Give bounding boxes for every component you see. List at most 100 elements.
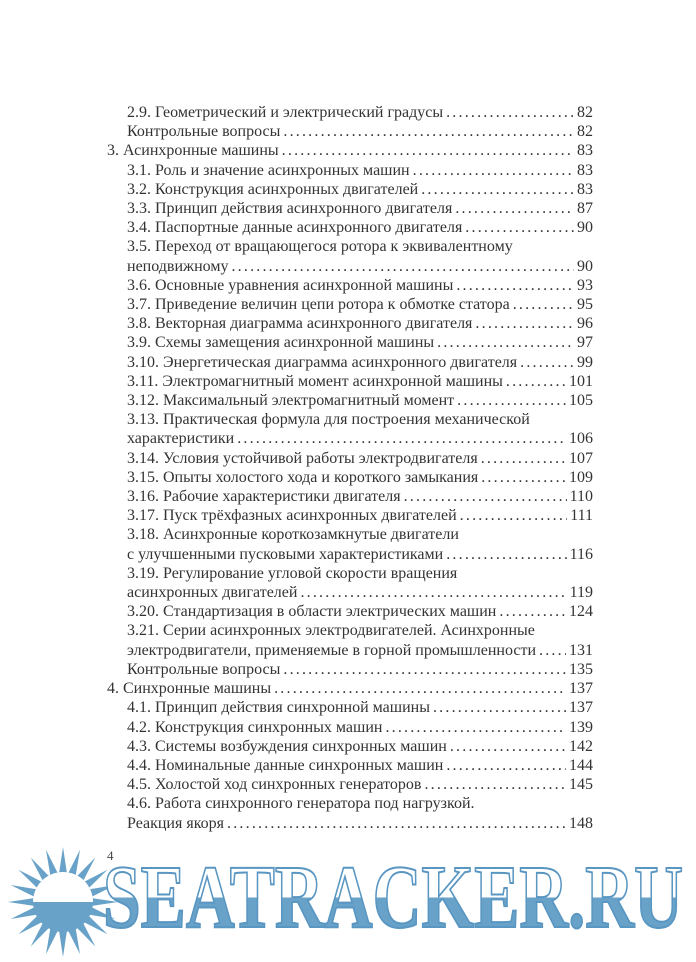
toc-dot-leader: ........................................… <box>237 430 566 448</box>
toc-entry-title: с улучшенными пусковыми характеристиками <box>127 545 444 563</box>
toc-entry-line: 3.4. Паспортные данные асинхронного двиг… <box>107 218 593 237</box>
toc-entry-line: 4.2. Конструкция синхронных машин ......… <box>107 718 593 737</box>
toc-dot-leader: ........................................… <box>385 718 566 736</box>
toc-dot-leader: ........................................… <box>449 737 566 755</box>
toc-dot-leader: ........................................… <box>421 180 574 198</box>
toc-dot-leader: ........................................… <box>480 449 566 467</box>
toc-entry-line: 4. Синхронные машины ...................… <box>107 679 593 698</box>
toc-dot-leader: ........................................… <box>481 468 566 486</box>
toc-entry-page-number: 139 <box>569 718 593 736</box>
sun-ray <box>10 905 40 919</box>
toc-dot-leader: ........................................… <box>231 257 574 275</box>
toc-entry-title: асинхронных двигателей <box>127 584 298 602</box>
toc-entry-page-number: 96 <box>577 315 593 333</box>
toc-entry-page-number: 124 <box>569 603 593 621</box>
toc-entry-title: 3.9. Схемы замещения асинхронной машины <box>127 334 435 352</box>
toc-entry-title: характеристики <box>127 430 235 448</box>
toc-dot-leader: ........................................… <box>505 372 566 390</box>
toc-entry-line: 3.13. Практическая формула для построени… <box>107 410 593 429</box>
toc-entry-line: 4.1. Принцип действия синхронной машины … <box>107 698 593 717</box>
toc-dot-leader: ........................................… <box>412 161 574 179</box>
toc-entry-line: с улучшенными пусковыми характеристиками… <box>107 545 593 564</box>
toc-entry-page-number: 142 <box>569 737 593 755</box>
sun-ray <box>86 905 116 919</box>
toc-entry-title: 3.8. Векторная диаграмма асинхронного дв… <box>127 315 473 333</box>
toc-entry-title: 4.2. Конструкция синхронных машин <box>127 718 383 736</box>
sun-ray <box>46 849 60 879</box>
toc-entry-page-number: 83 <box>577 161 593 179</box>
toc-entry-line: 3.3. Принцип действия асинхронного двига… <box>107 199 593 218</box>
toc-dot-leader: ........................................… <box>520 353 574 371</box>
toc-entry-line: 3.20. Стандартизация в области электриче… <box>107 602 593 621</box>
toc-dot-leader: ........................................… <box>446 545 567 563</box>
toc-entry-line: 3.16. Рабочие характеристики двигателя .… <box>107 487 593 506</box>
toc-entry-title: 3.16. Рабочие характеристики двигателя <box>127 488 401 506</box>
toc-dot-leader: ........................................… <box>446 104 574 121</box>
toc-entry-title: 4.3. Системы возбуждения синхронных маши… <box>127 737 447 755</box>
toc-entry-line: 3.5. Переход от вращающегося ротора к эк… <box>107 237 593 256</box>
toc-entry-page-number: 137 <box>569 699 593 717</box>
toc-entry-title: 3.3. Принцип действия асинхронного двига… <box>127 200 453 218</box>
toc-entry-page-number: 135 <box>569 660 593 678</box>
toc-entry-title: 3.7. Приведение величин цепи ротора к об… <box>127 296 510 314</box>
toc-entry-page-number: 82 <box>577 104 593 121</box>
toc-dot-leader: ........................................… <box>283 123 574 141</box>
sun-ray <box>58 847 68 877</box>
toc-entry-line: 4.5. Холостой ход синхронных генераторов… <box>107 775 593 794</box>
sun-ray <box>58 927 68 957</box>
toc-entry-line: 3.12. Максимальный электромагнитный моме… <box>107 391 593 410</box>
toc-entry-page-number: 116 <box>569 545 593 563</box>
toc-entry-line: Реакция якоря ..........................… <box>107 814 593 833</box>
toc-entry-line: 4.4. Номинальные данные синхронных машин… <box>107 756 593 775</box>
toc-dot-leader: ........................................… <box>403 488 567 506</box>
toc-entry-page-number: 106 <box>569 430 593 448</box>
footer-page-number: 4 <box>107 848 114 863</box>
toc-entry-title: 3.13. Практическая формула для построени… <box>127 411 530 429</box>
toc-entry-line: 3.6. Основные уравнения асинхронной маши… <box>107 276 593 295</box>
toc-dot-leader: ........................................… <box>424 776 566 794</box>
toc-entry-page-number: 148 <box>569 814 593 832</box>
toc-entry-line: 3.8. Векторная диаграмма асинхронного дв… <box>107 314 593 333</box>
toc-entry-line: 3. Асинхронные машины ..................… <box>107 141 593 160</box>
toc-entry-line: 3.14. Условия устойчивой работы электрод… <box>107 449 593 468</box>
toc-entry-line: неподвижному ...........................… <box>107 257 593 276</box>
watermark-brand-text: SEATRACKER.RU <box>103 859 683 935</box>
toc-dot-leader: ........................................… <box>499 603 566 621</box>
toc-entry-line: асинхронных двигателей .................… <box>107 583 593 602</box>
toc-entry-line: 3.15. Опыты холостого хода и короткого з… <box>107 468 593 487</box>
toc-entry-title: 3.15. Опыты холостого хода и короткого з… <box>127 468 479 486</box>
toc-entry-title: 3.20. Стандартизация в области электриче… <box>127 603 497 621</box>
toc-entry-page-number: 137 <box>569 680 593 698</box>
toc-entry-line: 3.19. Регулирование угловой скорости вра… <box>107 564 593 583</box>
sun-ray <box>88 897 118 907</box>
toc-entry-line: 3.11. Электромагнитный момент асинхронно… <box>107 372 593 391</box>
toc-entry-line: 3.1. Роль и значение асинхронных машин .… <box>107 161 593 180</box>
toc-entry-page-number: 93 <box>577 276 593 294</box>
toc-entry-title: 2.9. Геометрический и электрический град… <box>127 104 444 121</box>
toc-entry-title: 3.5. Переход от вращающегося ротора к эк… <box>127 238 513 256</box>
toc-dot-leader: ........................................… <box>437 334 574 352</box>
toc-dot-leader: ........................................… <box>283 660 566 678</box>
toc-entry-title: 3.2. Конструкция асинхронных двигателей <box>127 180 419 198</box>
toc-entry-title: 3.10. Энергетическая диаграмма асинхронн… <box>127 353 518 371</box>
toc-entry-page-number: 145 <box>569 776 593 794</box>
toc-dot-leader: ........................................… <box>456 276 574 294</box>
toc-entry-title: 3.11. Электромагнитный момент асинхронно… <box>127 372 503 390</box>
toc-entry-page-number: 105 <box>569 392 593 410</box>
sun-ray <box>86 885 116 899</box>
toc-entry-line: электродвигатели, применяемые в горной п… <box>107 641 593 660</box>
toc-dot-leader: ........................................… <box>465 219 574 237</box>
toc-entry-title: 3.21. Серии асинхронных электродвигателе… <box>127 622 535 640</box>
toc-dot-leader: ........................................… <box>457 392 566 410</box>
toc-entry-line: 4.3. Системы возбуждения синхронных маши… <box>107 737 593 756</box>
toc-dot-leader: ........................................… <box>446 756 566 774</box>
toc-entry-title: 3. Асинхронные машины <box>107 142 279 160</box>
toc-entry-page-number: 97 <box>577 334 593 352</box>
sun-ray <box>66 849 80 879</box>
toc-entry-line: 3.2. Конструкция асинхронных двигателей … <box>107 180 593 199</box>
toc-entry-title: 3.17. Пуск трёхфазных асинхронных двигат… <box>127 507 457 525</box>
toc-dot-leader: ........................................… <box>459 507 568 525</box>
toc-dot-leader: ........................................… <box>539 641 566 659</box>
table-of-contents: 2.9. Геометрический и электрический град… <box>107 103 593 833</box>
toc-entry-page-number: 110 <box>569 488 593 506</box>
